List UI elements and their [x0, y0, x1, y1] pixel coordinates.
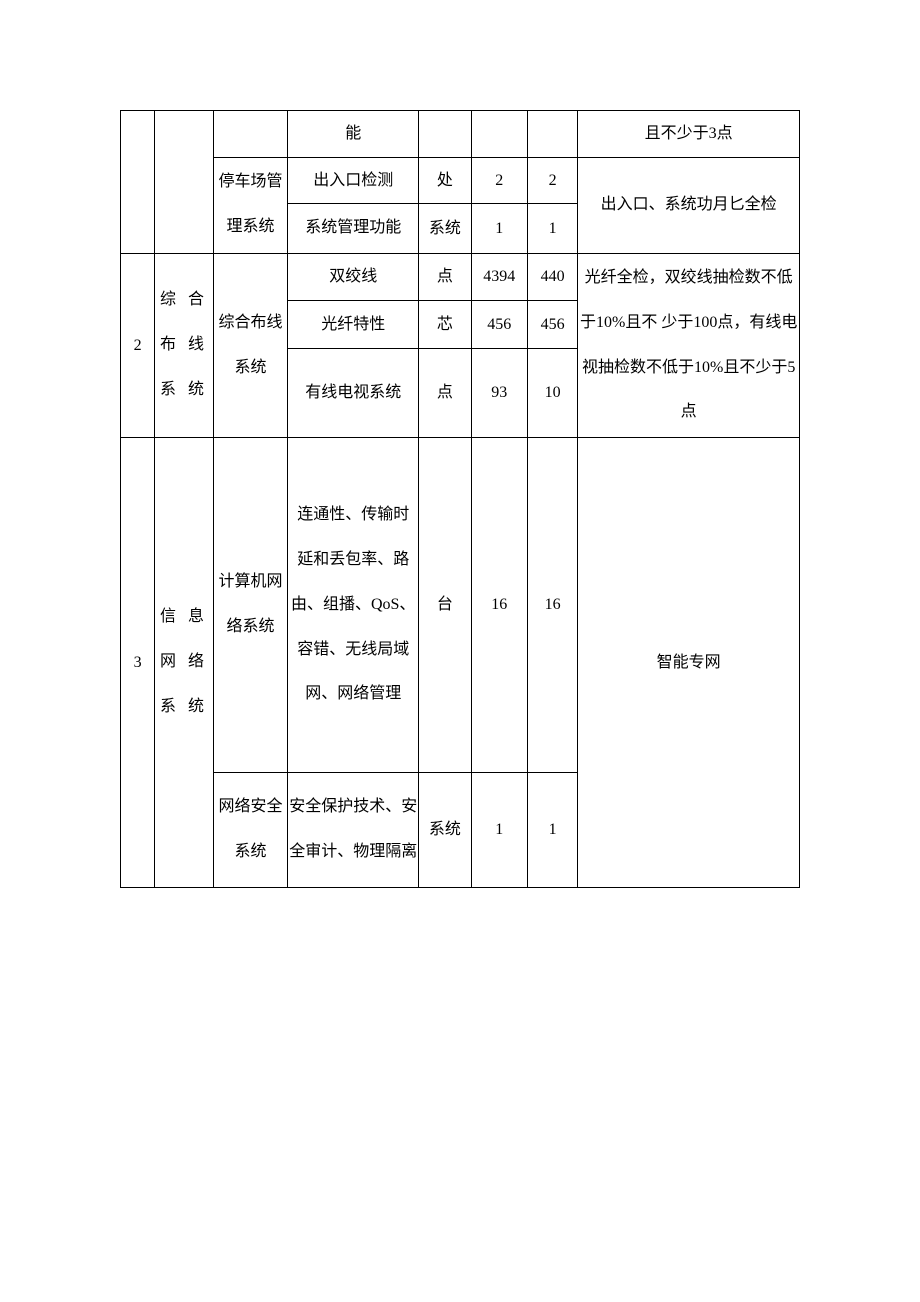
cell: 440: [527, 253, 577, 300]
cell: 信 息网 络系 统: [155, 438, 213, 888]
cell: [527, 111, 577, 158]
table-row: 3 信 息网 络系 统 计算机网络系统 连通性、传输时延和丢包率、路由、组播、Q…: [121, 438, 800, 773]
cell: 计算机网络系统: [213, 438, 288, 773]
cell: 点: [419, 348, 471, 438]
table-row: 2 综 合布 线系 统 综合布线系统 双绞线 点 4394 440 光纤全检，双…: [121, 253, 800, 300]
cell: 能: [288, 111, 419, 158]
cell: [471, 111, 527, 158]
cell: 点: [419, 253, 471, 300]
cell: 网络安全系统: [213, 773, 288, 888]
cell: 4394: [471, 253, 527, 300]
cell: 智能专网: [578, 438, 800, 888]
cell: 2: [121, 253, 155, 437]
cell: 16: [471, 438, 527, 773]
cell: 有线电视系统: [288, 348, 419, 438]
inspection-table: 能 且不少于3点 停车场管理系统 出入口检测 处 2 2 出入口、系统功月匕全检…: [120, 110, 800, 888]
cell: 光纤特性: [288, 301, 419, 348]
cell: 系统管理功能: [288, 204, 419, 254]
cell: 456: [527, 301, 577, 348]
cell: 3: [121, 438, 155, 888]
cell: 10: [527, 348, 577, 438]
cell: 1: [527, 204, 577, 254]
cell: 系统: [419, 204, 471, 254]
cell: 2: [527, 157, 577, 204]
cell: 处: [419, 157, 471, 204]
cell: 456: [471, 301, 527, 348]
cell: 1: [527, 773, 577, 888]
cell: 光纤全检，双绞线抽检数不低于10%且不 少于100点，有线电 视抽检数不低于10…: [578, 253, 800, 437]
cell: 系统: [419, 773, 471, 888]
cell: [155, 111, 213, 254]
document-page: 能 且不少于3点 停车场管理系统 出入口检测 处 2 2 出入口、系统功月匕全检…: [0, 0, 920, 1302]
table-row: 停车场管理系统 出入口检测 处 2 2 出入口、系统功月匕全检: [121, 157, 800, 204]
cell: [419, 111, 471, 158]
cell: 综 合布 线系 统: [155, 253, 213, 437]
cell: 双绞线: [288, 253, 419, 300]
cell: 芯: [419, 301, 471, 348]
cell: 出入口、系统功月匕全检: [578, 157, 800, 253]
cell: 出入口检测: [288, 157, 419, 204]
cell: [213, 111, 288, 158]
cell-text: 连通性、传输时延和丢包率、路由、组播、QoS、容错、无线局域网、网络管理: [289, 493, 417, 717]
cell: 安全保护技术、安全审计、物理隔离: [288, 773, 419, 888]
cell: 2: [471, 157, 527, 204]
cell: [121, 111, 155, 254]
cell: 1: [471, 204, 527, 254]
cell: 台: [419, 438, 471, 773]
cell: 93: [471, 348, 527, 438]
cell: 综合布线系统: [213, 253, 288, 437]
cell: 1: [471, 773, 527, 888]
cell: 连通性、传输时延和丢包率、路由、组播、QoS、容错、无线局域网、网络管理: [288, 438, 419, 773]
cell: 且不少于3点: [578, 111, 800, 158]
cell: 16: [527, 438, 577, 773]
cell: 停车场管理系统: [213, 157, 288, 253]
table-row: 能 且不少于3点: [121, 111, 800, 158]
